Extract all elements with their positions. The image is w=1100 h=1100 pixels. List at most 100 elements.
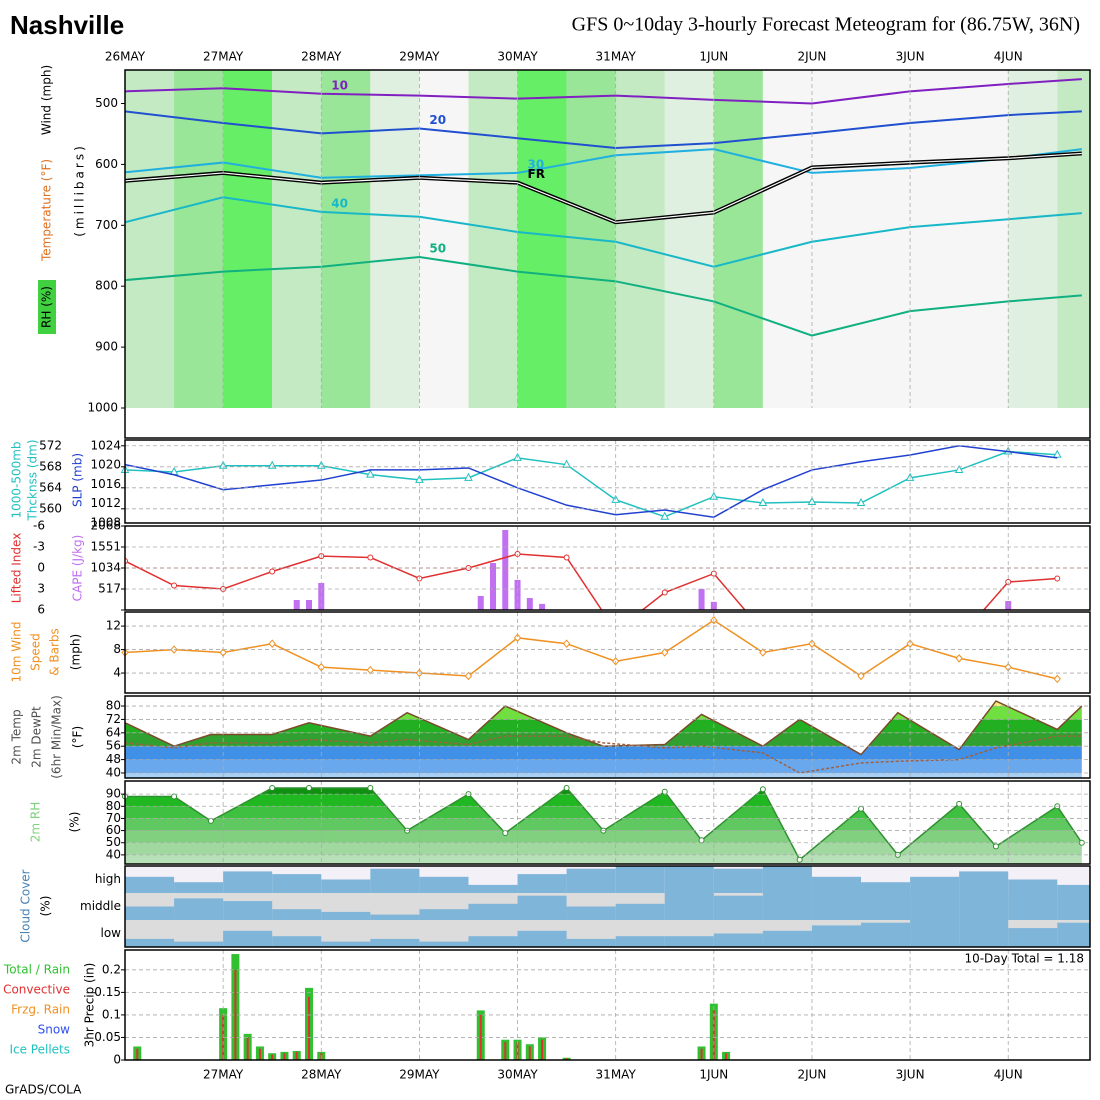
axis-label: (mph): [69, 634, 83, 670]
y2-tick-label: 1024: [90, 438, 121, 452]
cape-bar: [539, 603, 546, 610]
y-tick-label: 560: [39, 501, 62, 515]
rh-column: [861, 70, 911, 408]
cape-bar: [293, 600, 300, 610]
y-tick-label: 700: [95, 218, 118, 232]
value-band: [125, 830, 1082, 843]
cloud-bar: [713, 895, 763, 920]
marker: [698, 837, 705, 844]
cloud-bar: [370, 938, 420, 947]
x-tick-label: 27MAY: [203, 1068, 244, 1082]
rh-column: [664, 70, 714, 408]
marker: [758, 497, 768, 507]
cloud-bar: [1057, 884, 1090, 893]
cloud-bar: [566, 938, 616, 947]
cloud-bar: [713, 868, 763, 893]
precip-bar: [565, 1058, 568, 1060]
axis-label: 3hr Precip (in): [83, 963, 97, 1048]
cloud-bar: [321, 879, 371, 893]
marker: [171, 582, 178, 589]
marker: [759, 648, 767, 657]
legend-entry: Convective: [3, 983, 70, 997]
cloud-bar: [517, 895, 567, 920]
rh-column: [272, 70, 322, 408]
y-tick-label: 6: [37, 603, 45, 617]
cloud-bar: [272, 936, 322, 947]
legend-entry: Frzg. Rain: [11, 1003, 70, 1017]
cloud-bar: [861, 922, 911, 947]
cloud-bar: [174, 882, 224, 893]
panel-frame: [124, 525, 1091, 611]
cloud-bar: [811, 876, 862, 893]
contour-label: FR: [528, 167, 545, 181]
legend-entry: Total / Rain: [3, 963, 70, 977]
marker: [661, 589, 668, 596]
rh-column: [762, 70, 812, 408]
marker: [367, 785, 374, 792]
axis-label: Thcknss (dm): [26, 439, 40, 521]
axis-label: Wind (mph): [40, 65, 54, 135]
marker: [857, 671, 865, 681]
y-tick-label: 800: [95, 279, 118, 293]
cape-bar: [698, 589, 705, 610]
axis-label: (%): [39, 896, 53, 917]
precip-bar: [700, 1048, 703, 1060]
y-tick-label: 90: [106, 787, 121, 801]
marker: [464, 472, 473, 481]
rh-label-background: [38, 280, 56, 334]
series-line: [124, 445, 1058, 518]
x-tick-label: 2JUN: [797, 50, 826, 64]
y-tick-label: 40: [106, 847, 121, 861]
x-tick-label: 31MAY: [596, 50, 637, 64]
x-tick-label: 3JUN: [896, 1068, 925, 1082]
cloud-bar: [223, 901, 273, 920]
y2-tick-label: 1016: [90, 477, 121, 491]
marker: [366, 665, 374, 675]
y2-tick-label: 1551: [90, 540, 121, 554]
cloud-bar: [174, 898, 224, 920]
marker: [464, 671, 473, 681]
marker: [661, 788, 668, 795]
y-tick-label: 568: [39, 459, 62, 473]
marker: [856, 497, 866, 507]
y2-tick-label: 1008: [90, 516, 121, 530]
marker: [268, 639, 276, 648]
precip-bar: [528, 1046, 531, 1060]
cloud-bar: [223, 871, 273, 893]
cloud-bar: [517, 930, 567, 947]
cloud-bar: [468, 884, 518, 893]
rh-column: [959, 70, 1009, 408]
y-tick-label: 0: [113, 1053, 121, 1067]
marker: [992, 843, 999, 850]
cloud-bar: [713, 933, 763, 947]
rh-column: [615, 70, 665, 408]
panel-frame: [124, 439, 1091, 524]
axis-label: & Barbs: [48, 628, 62, 676]
cloud-bar: [959, 871, 1009, 893]
y2-tick-label: 2068: [90, 519, 121, 533]
x-tick-label: 27MAY: [203, 50, 244, 64]
cloud-bar: [1057, 893, 1090, 920]
y-tick-label: 1000: [87, 401, 118, 415]
series-line: [124, 619, 1058, 680]
marker: [760, 629, 765, 634]
y2-tick-label: 1034: [90, 561, 121, 575]
marker: [661, 648, 669, 657]
precip-bar: [136, 1048, 139, 1060]
cloud-bar: [664, 936, 714, 947]
axis-label: 2m Temp: [10, 709, 24, 764]
marker: [306, 785, 313, 792]
chart-subtitle: GFS 0~10day 3-hourly Forecast Meteogram …: [572, 14, 1080, 36]
cloud-bar: [762, 930, 812, 947]
y-tick-label: 4: [113, 666, 121, 680]
cloud-bar: [370, 914, 420, 920]
contour-label: 40: [331, 196, 348, 210]
row-label: high: [95, 872, 121, 886]
cloud-bar: [762, 893, 812, 920]
cloud-bar: [762, 866, 812, 893]
cloud-bar: [566, 868, 616, 893]
y-tick-label: 80: [106, 699, 121, 713]
cloud-bar: [615, 866, 665, 893]
precip-bar: [541, 1039, 544, 1060]
cloud-bar: [664, 866, 714, 893]
